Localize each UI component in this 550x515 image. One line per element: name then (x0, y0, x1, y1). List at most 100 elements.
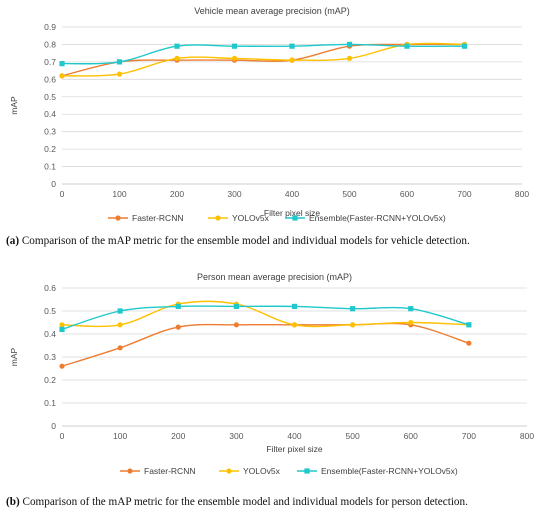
legend-marker (304, 468, 310, 474)
y-tick-label: 0.4 (44, 329, 56, 339)
y-tick-label: 0.1 (44, 162, 56, 172)
chart-title: Person mean average precision (mAP) (197, 272, 352, 282)
x-tick-label: 300 (227, 189, 241, 199)
caption-a-text: Comparison of the mAP metric for the ens… (19, 235, 470, 247)
data-point (59, 73, 65, 79)
chart-title: Vehicle mean average precision (mAP) (194, 6, 350, 16)
x-tick-label: 400 (287, 431, 301, 441)
data-point (289, 57, 295, 63)
x-tick-label: 200 (171, 431, 185, 441)
data-point (346, 41, 353, 48)
series-line (61, 322, 470, 367)
data-point (350, 322, 356, 328)
data-point (233, 322, 239, 328)
legend-label: YOLOv5x (232, 213, 270, 223)
data-point (117, 322, 123, 328)
data-point (59, 326, 65, 332)
legend-label: Faster-RCNN (132, 213, 183, 223)
data-point (289, 43, 295, 49)
data-point (461, 43, 468, 49)
x-tick-label: 800 (515, 189, 529, 199)
legend-marker (226, 468, 232, 474)
caption-b: (b) Comparison of the mAP metric for the… (6, 496, 550, 508)
y-tick-label: 0.2 (44, 144, 56, 154)
data-point (117, 308, 123, 314)
legend-label: Ensemble(Faster-RCNN+YOLOv5x) (309, 213, 446, 223)
y-tick-label: 0.5 (44, 306, 56, 316)
y-tick-label: 0.5 (44, 92, 56, 102)
vehicle-map-chart-svg: Vehicle mean average precision (mAP) 0 0.1… (9, 6, 529, 223)
x-tick-label: 100 (113, 431, 127, 441)
legend-marker (127, 468, 133, 474)
data-point (174, 55, 180, 62)
data-point (116, 71, 123, 77)
y-tick-label: 0.8 (44, 39, 56, 49)
series-ensemble-faster-rcnn-yolov5x- (59, 41, 468, 67)
data-point (466, 340, 472, 346)
x-tick-label: 600 (404, 431, 418, 441)
y-tick-label: 0.7 (44, 57, 56, 67)
data-point (59, 322, 65, 328)
series-line (61, 305, 470, 331)
legend-item: Ensemble(Faster-RCNN+YOLOv5x) (297, 466, 458, 476)
data-point (291, 303, 298, 309)
person-map-chart-svg: Person mean average precision (mAP) 0 0.1 0… (9, 272, 534, 476)
legend-label: Faster-RCNN (144, 466, 195, 476)
legend-item: Ensemble(Faster-RCNN+YOLOv5x) (285, 213, 446, 223)
x-axis-title: Filter pixel size (266, 444, 322, 454)
legend-item: YOLOv5x (219, 466, 281, 476)
series-line (61, 42, 465, 77)
data-point (404, 43, 410, 49)
data-point (231, 55, 238, 62)
data-point (408, 306, 414, 312)
person-map-chart: Person mean average precision (mAP) 0 0.1 0… (0, 252, 550, 484)
y-tick-label: 0 (51, 421, 56, 431)
caption-a-label: (a) (6, 235, 20, 247)
caption-b-text: Comparison of the mAP metric for the ens… (19, 496, 468, 508)
data-point (408, 319, 414, 326)
x-tick-label: 200 (170, 189, 184, 199)
data-point (174, 43, 180, 49)
data-point (59, 61, 65, 67)
data-point (346, 55, 353, 62)
y-tick-label: 0.1 (44, 398, 56, 408)
y-tick-label: 0.2 (44, 375, 56, 385)
x-tick-label: 700 (462, 431, 476, 441)
y-tick-label: 0.6 (44, 283, 56, 293)
data-point (466, 322, 472, 328)
data-point (59, 363, 65, 369)
y-tick-label: 0.3 (44, 352, 56, 362)
legend-item: YOLOv5x (208, 213, 270, 223)
x-tick-label: 0 (60, 431, 65, 441)
x-tick-label: 300 (229, 431, 243, 441)
caption-a: (a) Comparison of the mAP metric for the… (6, 235, 550, 247)
legend-marker (292, 215, 298, 221)
series-faster-rcnn (59, 322, 472, 369)
data-point (231, 43, 238, 49)
y-axis-title: mAP (9, 347, 19, 366)
legend-item: Faster-RCNN (108, 213, 183, 223)
data-point (233, 303, 239, 309)
x-tick-label: 500 (342, 189, 356, 199)
data-point (117, 345, 123, 351)
series-yolov5x (59, 300, 472, 328)
x-tick-label: 800 (520, 431, 534, 441)
data-point (116, 59, 123, 65)
series-ensemble-faster-rcnn-yolov5x- (59, 303, 472, 332)
y-tick-label: 0.6 (44, 74, 56, 84)
caption-b-label: (b) (6, 496, 20, 508)
data-point (175, 303, 181, 309)
x-tick-label: 700 (457, 189, 471, 199)
vehicle-map-chart: Vehicle mean average precision (mAP) 0 0.1… (0, 0, 550, 232)
legend-item: Faster-RCNN (120, 466, 195, 476)
legend-label: Ensemble(Faster-RCNN+YOLOv5x) (321, 466, 458, 476)
y-axis-title: mAP (9, 96, 19, 115)
x-tick-label: 500 (346, 431, 360, 441)
series-line (61, 43, 465, 65)
y-tick-label: 0 (51, 179, 56, 189)
x-axis-title: Filter pixel size (264, 208, 320, 218)
legend-marker (115, 215, 121, 221)
y-tick-label: 0.3 (44, 127, 56, 137)
legend-label: YOLOv5x (243, 466, 281, 476)
x-tick-label: 100 (112, 189, 126, 199)
